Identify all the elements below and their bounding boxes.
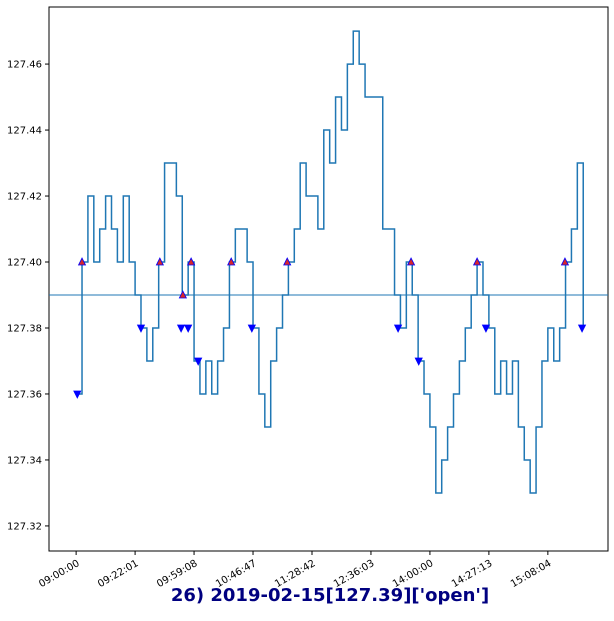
y-tick-label: 127.46 [7,60,42,71]
buy-marker [186,257,196,266]
sell-marker [393,324,403,333]
y-tick-label: 127.44 [7,126,42,137]
sell-marker [136,324,146,333]
y-tick-label: 127.34 [7,455,42,466]
y-tick-label: 127.32 [7,521,42,532]
x-tick-label: 09:00:00 [37,558,81,590]
chart-title: 26) 2019-02-15[127.39]['open'] [171,585,489,606]
buy-marker [406,257,416,266]
price-line [76,30,584,494]
y-tick-label: 127.42 [7,192,42,203]
x-tick-label: 09:22:01 [96,558,140,590]
sell-marker [73,390,82,399]
y-tick-label: 127.36 [7,389,42,400]
buy-marker [560,257,570,266]
x-tick-label: 15:08:04 [509,558,553,590]
y-tick-label: 127.38 [7,323,42,334]
sell-marker [247,324,256,333]
sell-marker [414,357,423,366]
sell-marker [481,324,491,333]
buy-marker [155,257,165,266]
buy-marker [178,290,188,299]
sell-marker [184,324,193,333]
y-tick-label: 127.40 [7,258,42,269]
sell-marker [194,357,203,366]
buy-marker [77,257,87,266]
buy-marker [283,257,292,266]
buy-marker [227,257,236,266]
sell-marker [176,324,186,333]
plot-frame [48,6,609,552]
sell-marker [577,324,587,333]
buy-marker [472,257,482,266]
